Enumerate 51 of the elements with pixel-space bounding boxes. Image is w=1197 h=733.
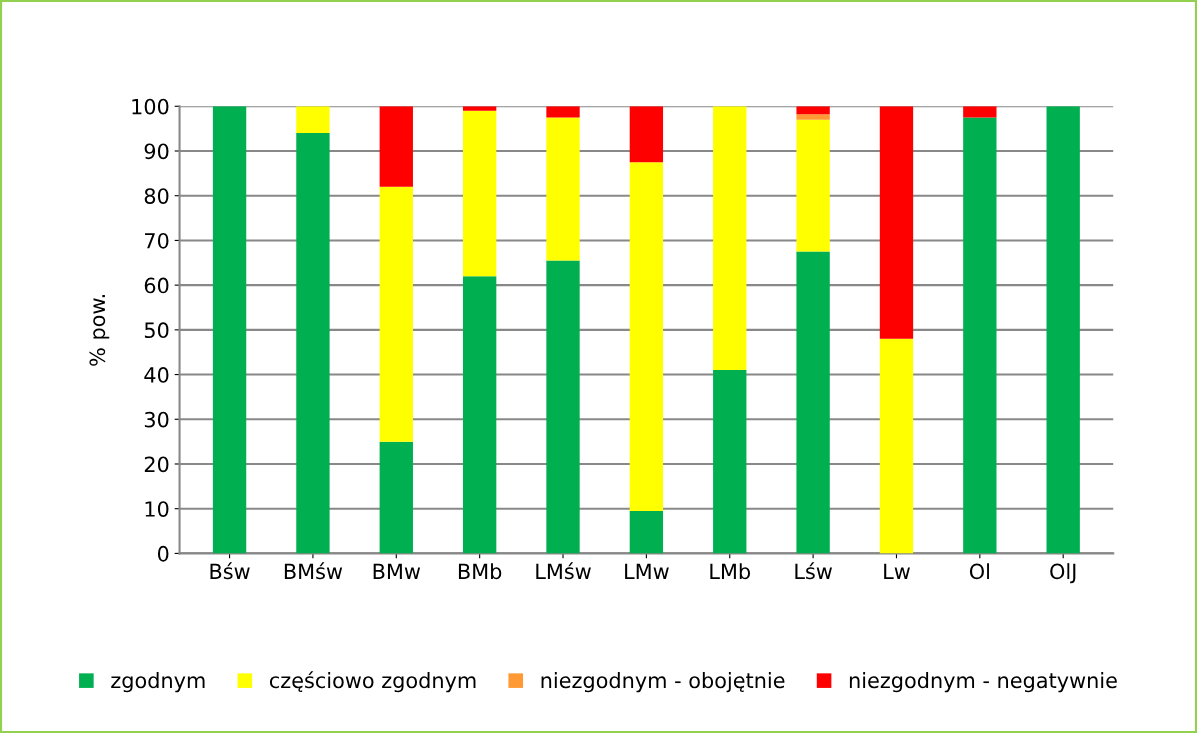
- bar: [629, 162, 664, 511]
- bar: [713, 106, 747, 371]
- bar: [212, 106, 247, 554]
- x-tick-label: Ol: [969, 563, 989, 580]
- bar: [796, 114, 830, 120]
- bar: [546, 260, 580, 554]
- bar: [796, 251, 830, 554]
- bar: [296, 106, 330, 134]
- bar: [963, 106, 997, 118]
- y-tick-label: 50: [144, 322, 169, 339]
- x-tick-label: BMw: [373, 563, 421, 579]
- x-tick-label: OlJ: [1050, 563, 1076, 584]
- x-tick-label: LMw: [625, 563, 669, 579]
- legend-label: zgodnym: [111, 672, 205, 693]
- x-tick-label: LMb: [710, 563, 751, 580]
- bar: [546, 106, 580, 118]
- x-tick-label: LMśw: [536, 562, 591, 580]
- x-tick-label: Lw: [884, 563, 910, 579]
- y-tick-label: 0: [157, 545, 169, 562]
- bar: [629, 510, 664, 554]
- y-tick-label: 40: [144, 367, 169, 383]
- y-tick-label: 10: [145, 501, 169, 517]
- bar: [462, 110, 497, 277]
- x-tick-label: BMb: [458, 563, 502, 580]
- y-tick-label: 20: [144, 456, 169, 473]
- bar: [629, 106, 664, 163]
- y-tick-label: 70: [145, 232, 169, 249]
- bar: [963, 117, 997, 554]
- bar: [879, 338, 914, 554]
- y-tick-label: 100: [132, 98, 169, 115]
- bar: [1046, 106, 1080, 554]
- legend-label: niezgodnym - negatywnie: [849, 672, 1117, 693]
- y-axis-title: % pow.: [89, 295, 110, 366]
- legend-label: częściowo zgodnym: [269, 671, 476, 693]
- x-tick-label: BMśw: [284, 562, 343, 580]
- y-tick-label: 60: [144, 277, 169, 294]
- bar: [879, 106, 914, 339]
- bar: [379, 106, 413, 187]
- bar: [713, 370, 747, 554]
- y-tick-label: 30: [144, 411, 169, 428]
- x-tick-label: Bśw: [210, 562, 250, 580]
- legend-label: niezgodnym - obojętnie: [541, 672, 785, 693]
- y-tick-label: 80: [144, 188, 169, 204]
- bar: [796, 119, 830, 252]
- bar: [379, 441, 413, 554]
- x-tick-label: Lśw: [795, 562, 832, 580]
- bar: [546, 117, 580, 261]
- bar: [379, 186, 413, 442]
- y-tick-label: 90: [144, 143, 169, 160]
- bar: [296, 133, 330, 554]
- bar: [462, 276, 497, 554]
